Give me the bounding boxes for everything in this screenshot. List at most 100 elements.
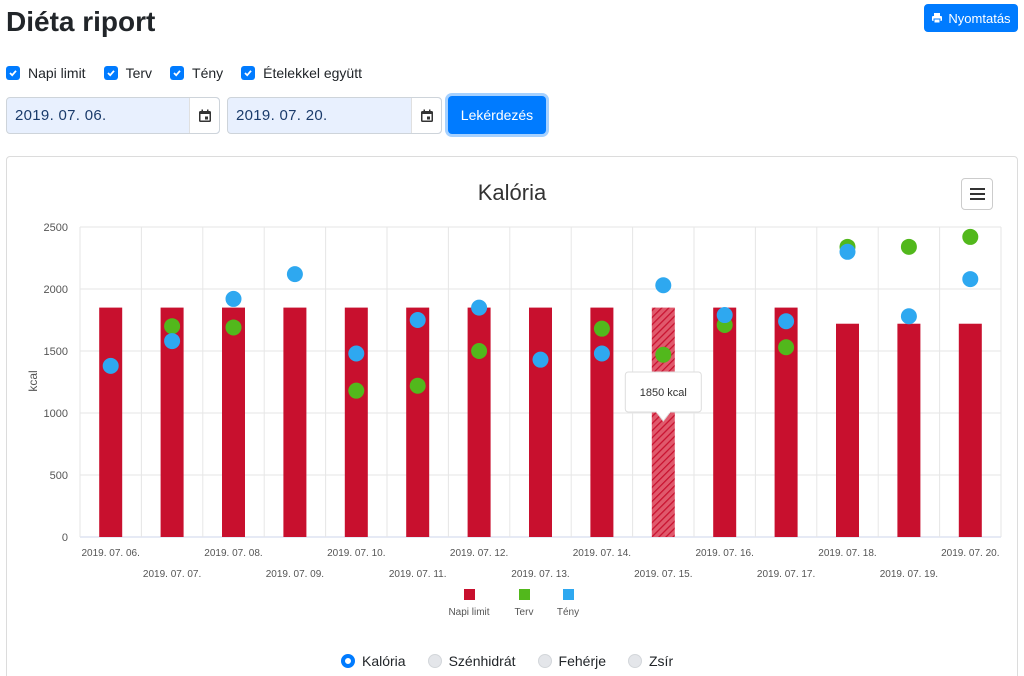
radio-label: Kalória (362, 653, 406, 669)
bar-napi-limit (774, 307, 798, 537)
checkbox-napi-limit[interactable]: Napi limit (6, 65, 86, 81)
point-terv (593, 320, 610, 337)
legend-label: Napi limit (448, 607, 489, 618)
point-terv (962, 228, 979, 245)
checkbox-label: Ételekkel együtt (263, 65, 362, 81)
chart-menu-button[interactable] (961, 178, 993, 210)
x-tick-label: 2019. 07. 19. (880, 569, 938, 580)
date-from-value: 2019. 07. 06. (15, 107, 107, 124)
printer-icon (932, 13, 943, 24)
date-to-input[interactable]: 2019. 07. 20. (227, 97, 442, 134)
point-teny (593, 345, 610, 362)
y-axis-label: kcal (26, 370, 40, 391)
radio-zsir[interactable]: Zsír (628, 653, 673, 669)
y-tick-label: 2500 (44, 222, 68, 234)
bar-napi-limit (713, 307, 737, 537)
point-teny (532, 351, 549, 368)
point-terv (471, 343, 488, 359)
page-title: Diéta riport (6, 6, 156, 37)
bar-napi-limit (467, 307, 491, 537)
point-teny (286, 266, 303, 283)
date-to-value: 2019. 07. 20. (236, 107, 328, 124)
x-tick-label: 2019. 07. 18. (818, 548, 876, 559)
x-tick-label: 2019. 07. 10. (327, 548, 385, 559)
radio-feherje[interactable]: Fehérje (537, 653, 606, 669)
point-teny (655, 277, 672, 294)
checkbox-teny[interactable]: Tény (170, 65, 223, 81)
bar-napi-limit (897, 323, 921, 537)
query-button[interactable]: Lekérdezés (448, 96, 546, 134)
radio-label: Zsír (649, 653, 674, 669)
x-tick-label: 2019. 07. 17. (757, 569, 815, 580)
point-teny (164, 333, 181, 350)
point-teny (900, 308, 917, 325)
bar-napi-limit (590, 307, 614, 537)
point-terv (778, 339, 795, 356)
tooltip-text: 1850 kcal (640, 387, 687, 399)
legend-label: Tény (557, 607, 579, 618)
legend-swatch (464, 589, 475, 600)
point-teny (962, 271, 979, 288)
point-teny (348, 345, 365, 362)
x-tick-label: 2019. 07. 07. (143, 569, 201, 580)
checkbox-checked-icon (6, 66, 20, 80)
print-button[interactable]: Nyomtatás (924, 4, 1018, 32)
chart-legend: Napi limit Terv Tény (448, 589, 579, 618)
tooltip-arrow-mask (656, 410, 670, 413)
x-tick-label: 2019. 07. 11. (389, 569, 447, 580)
radio-label: Fehérje (558, 653, 606, 669)
point-terv (409, 377, 426, 394)
radio-empty-icon (427, 654, 442, 668)
point-terv (655, 346, 672, 363)
point-terv (348, 382, 365, 399)
y-tick-label: 2000 (44, 284, 68, 296)
legend-swatch (563, 589, 574, 600)
checkbox-etelekkel-egyutt[interactable]: Ételekkel együtt (241, 65, 362, 81)
bar-napi-limit (406, 307, 430, 537)
y-tick-label: 0 (62, 532, 68, 544)
bar-napi-limit (283, 307, 307, 537)
checkbox-checked-icon (241, 66, 256, 80)
checkbox-label: Terv (125, 65, 153, 81)
radio-kaloria[interactable]: Kalória (341, 653, 406, 669)
date-from-input[interactable]: 2019. 07. 06. (6, 97, 220, 134)
checkbox-checked-icon (170, 66, 185, 80)
bar-napi-limit (529, 307, 552, 537)
y-tick-label: 1500 (44, 346, 68, 358)
point-teny (409, 312, 426, 328)
x-tick-label: 2019. 07. 20. (941, 548, 999, 559)
checkbox-terv[interactable]: Terv (103, 65, 153, 81)
bar-napi-limit (836, 323, 859, 537)
calendar-icon[interactable] (189, 98, 219, 133)
bar-napi-limit (99, 307, 123, 537)
x-tick-label: 2019. 07. 16. (696, 548, 754, 559)
bar-napi-limit (160, 307, 184, 537)
hamburger-icon-line (969, 193, 985, 195)
point-teny (716, 307, 733, 324)
bar-napi-limit (958, 323, 982, 537)
chart-title: Kalória (478, 180, 547, 205)
x-tick-label: 2019. 07. 14. (573, 548, 631, 559)
bar-napi-limit (344, 307, 368, 537)
hamburger-icon-line (969, 188, 985, 190)
legend-label: Terv (515, 607, 534, 618)
x-tick-label: 2019. 07. 13. (511, 569, 569, 580)
point-teny (778, 313, 795, 330)
x-tick-label: 2019. 07. 12. (450, 548, 508, 559)
checkbox-checked-icon (103, 66, 118, 80)
radio-szenhidrat[interactable]: Szénhidrát (427, 653, 516, 669)
radio-empty-icon (628, 654, 642, 668)
series-filter-checkboxes: Napi limit Terv Tény Ételekkel együtt (6, 64, 380, 82)
nutrient-selector: Kalória Szénhidrát Fehérje Zsír (341, 652, 695, 670)
y-tick-label: 1000 (44, 408, 68, 420)
bar-napi-limit (651, 307, 675, 537)
x-tick-label: 2019. 07. 09. (266, 569, 324, 580)
chart-card (6, 156, 1018, 676)
y-tick-label: 500 (50, 470, 68, 482)
radio-empty-icon (537, 654, 552, 668)
x-tick-label: 2019. 07. 08. (204, 548, 262, 559)
calendar-icon[interactable] (411, 98, 441, 133)
point-teny (471, 299, 488, 316)
point-teny (839, 243, 856, 260)
